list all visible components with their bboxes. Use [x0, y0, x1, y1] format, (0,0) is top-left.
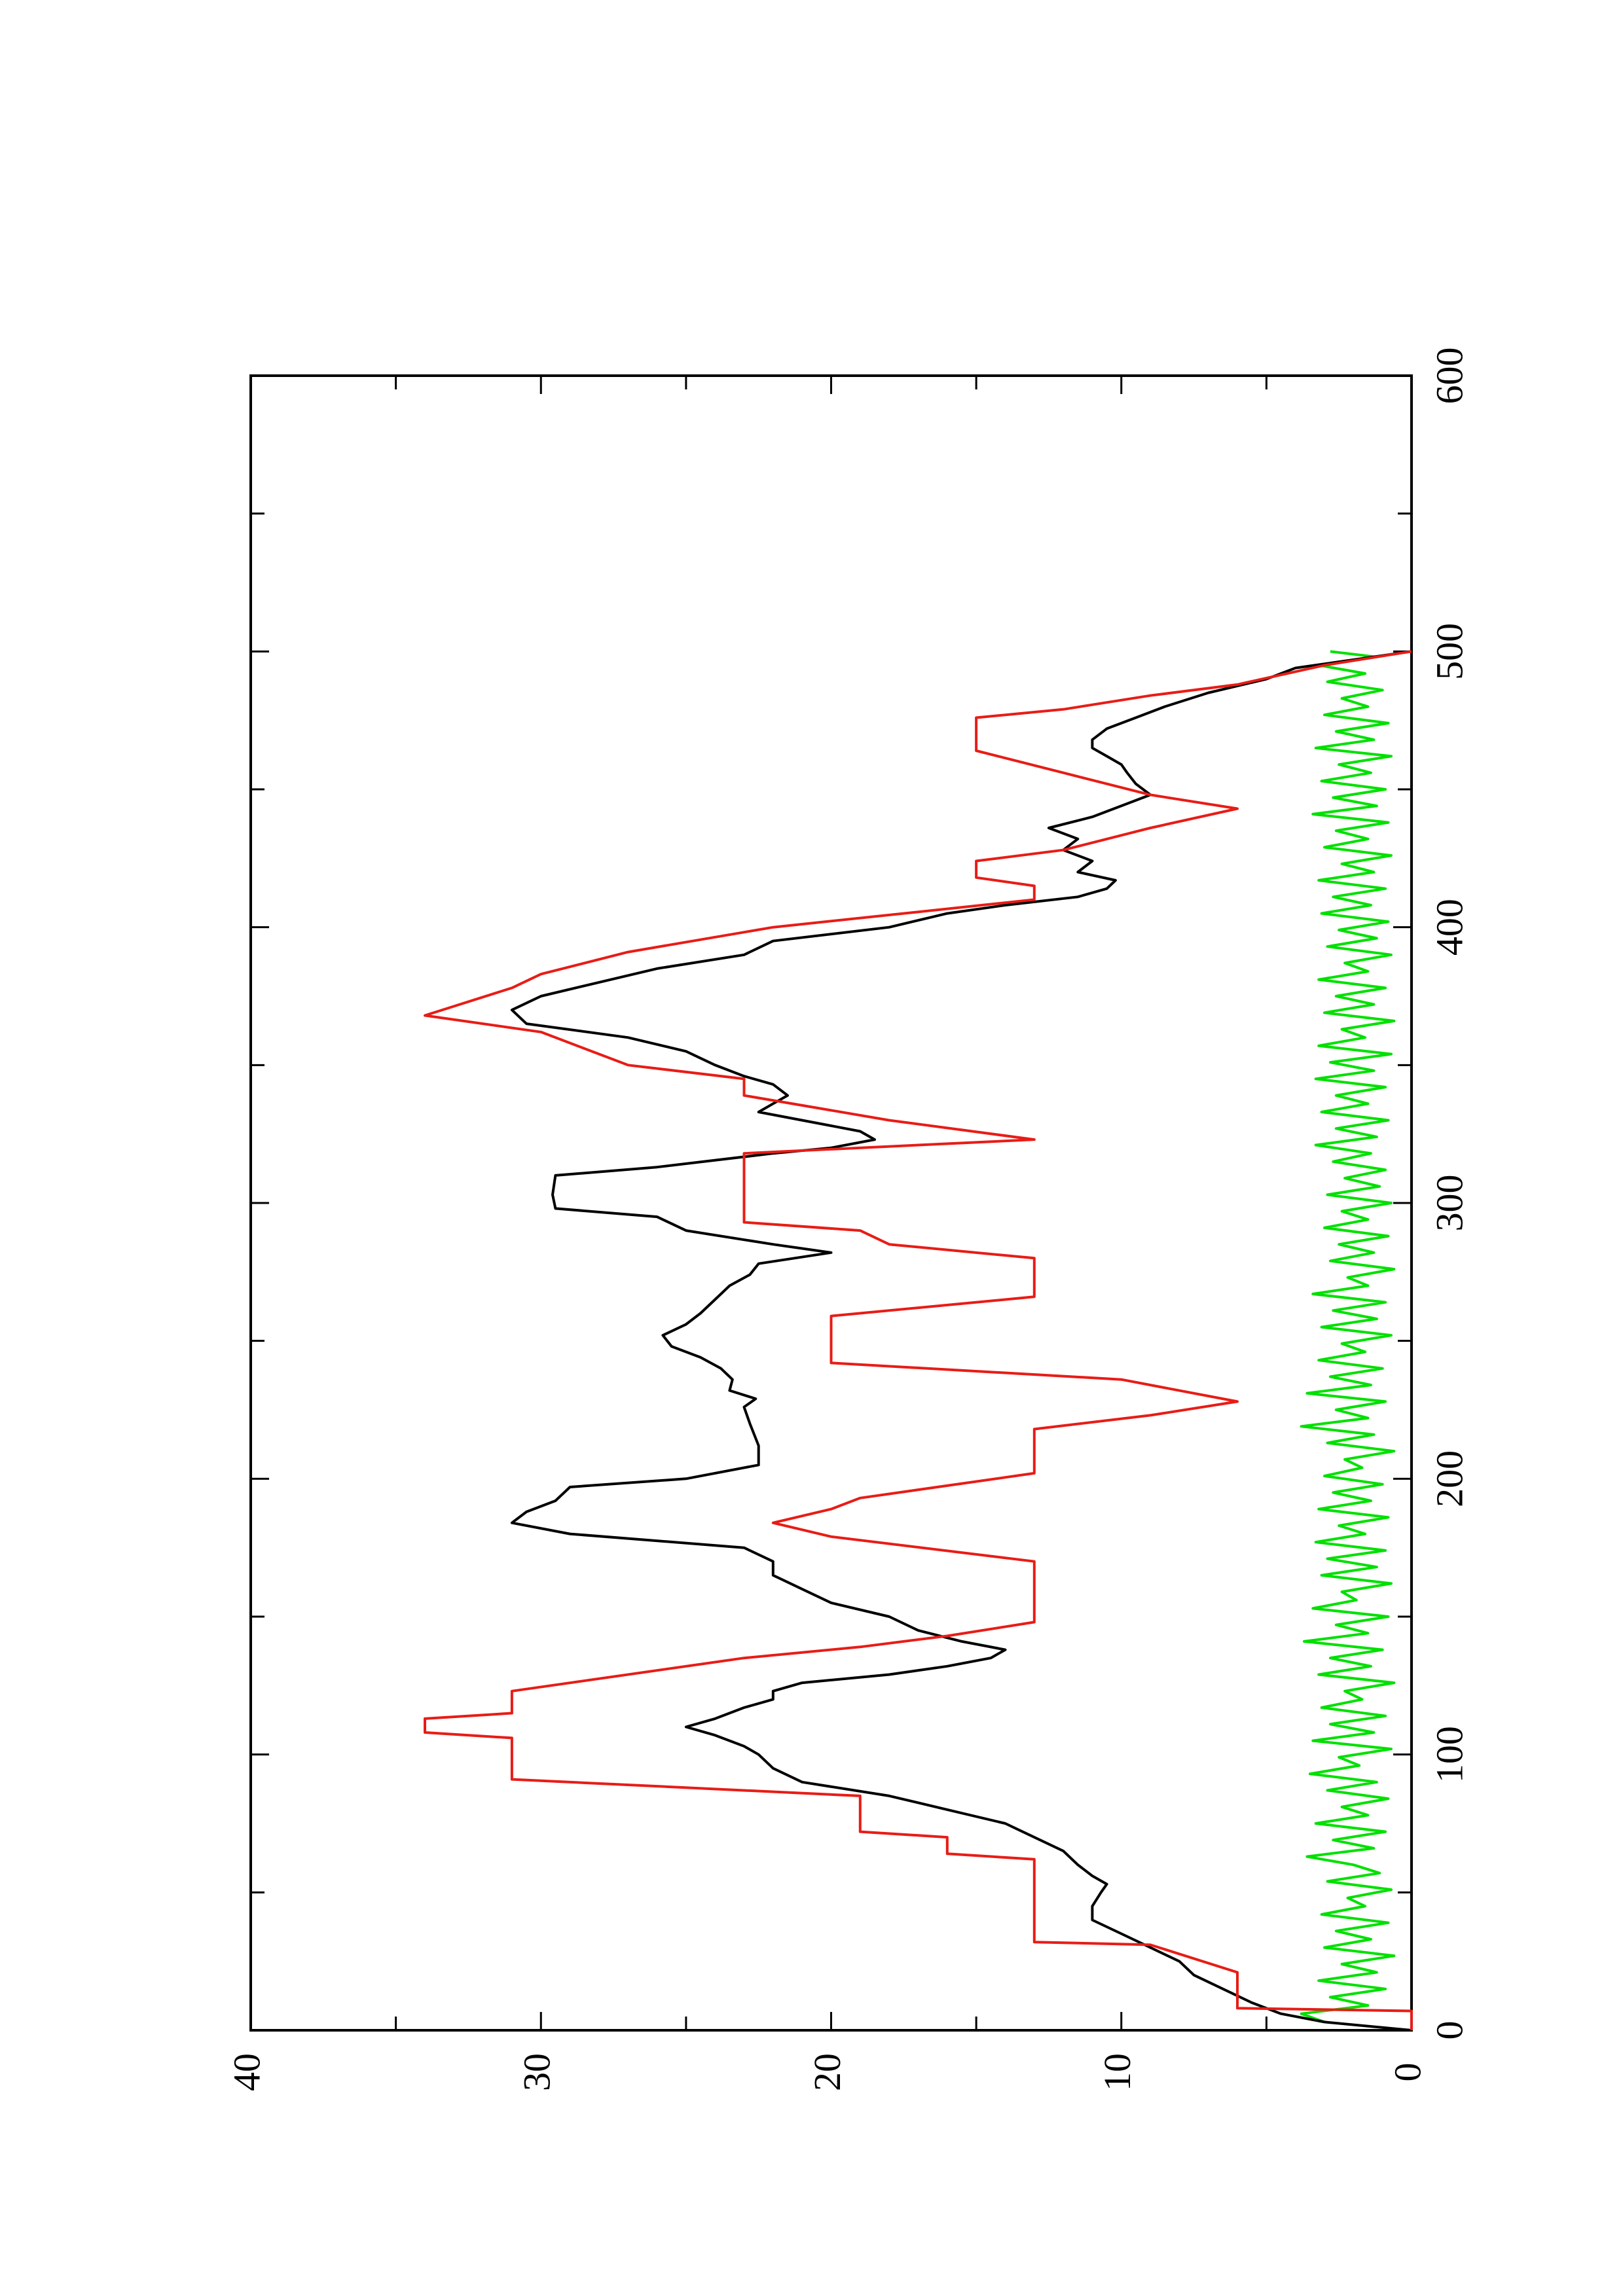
plot-frame	[249, 374, 1413, 2032]
y-tick-label: 10	[1096, 2053, 1139, 2091]
y-tick-label: 30	[516, 2053, 558, 2091]
x-tick-label: 100	[1428, 1726, 1470, 1783]
x-tick-label: 200	[1428, 1450, 1470, 1507]
series-line-3	[1300, 650, 1396, 2024]
series-line-2	[424, 650, 1413, 2030]
y-tick-label: 20	[806, 2053, 848, 2091]
x-tick-label: 600	[1428, 348, 1470, 404]
x-tick-label: 400	[1428, 899, 1470, 956]
series-layer	[424, 650, 1413, 2032]
x-tick-label: 0	[1428, 2021, 1470, 2040]
series-line-1	[510, 650, 1412, 2032]
x-tick-label: 500	[1428, 623, 1470, 680]
x-tick-label: 300	[1428, 1175, 1470, 1232]
axis-ticks	[249, 374, 1413, 2032]
axis-tick-labels: 0 100 200 300 400 500 600 0 10 20 30 40	[225, 348, 1470, 2092]
y-tick-label: 0	[1386, 2063, 1429, 2082]
y-tick-label: 40	[225, 2053, 268, 2091]
